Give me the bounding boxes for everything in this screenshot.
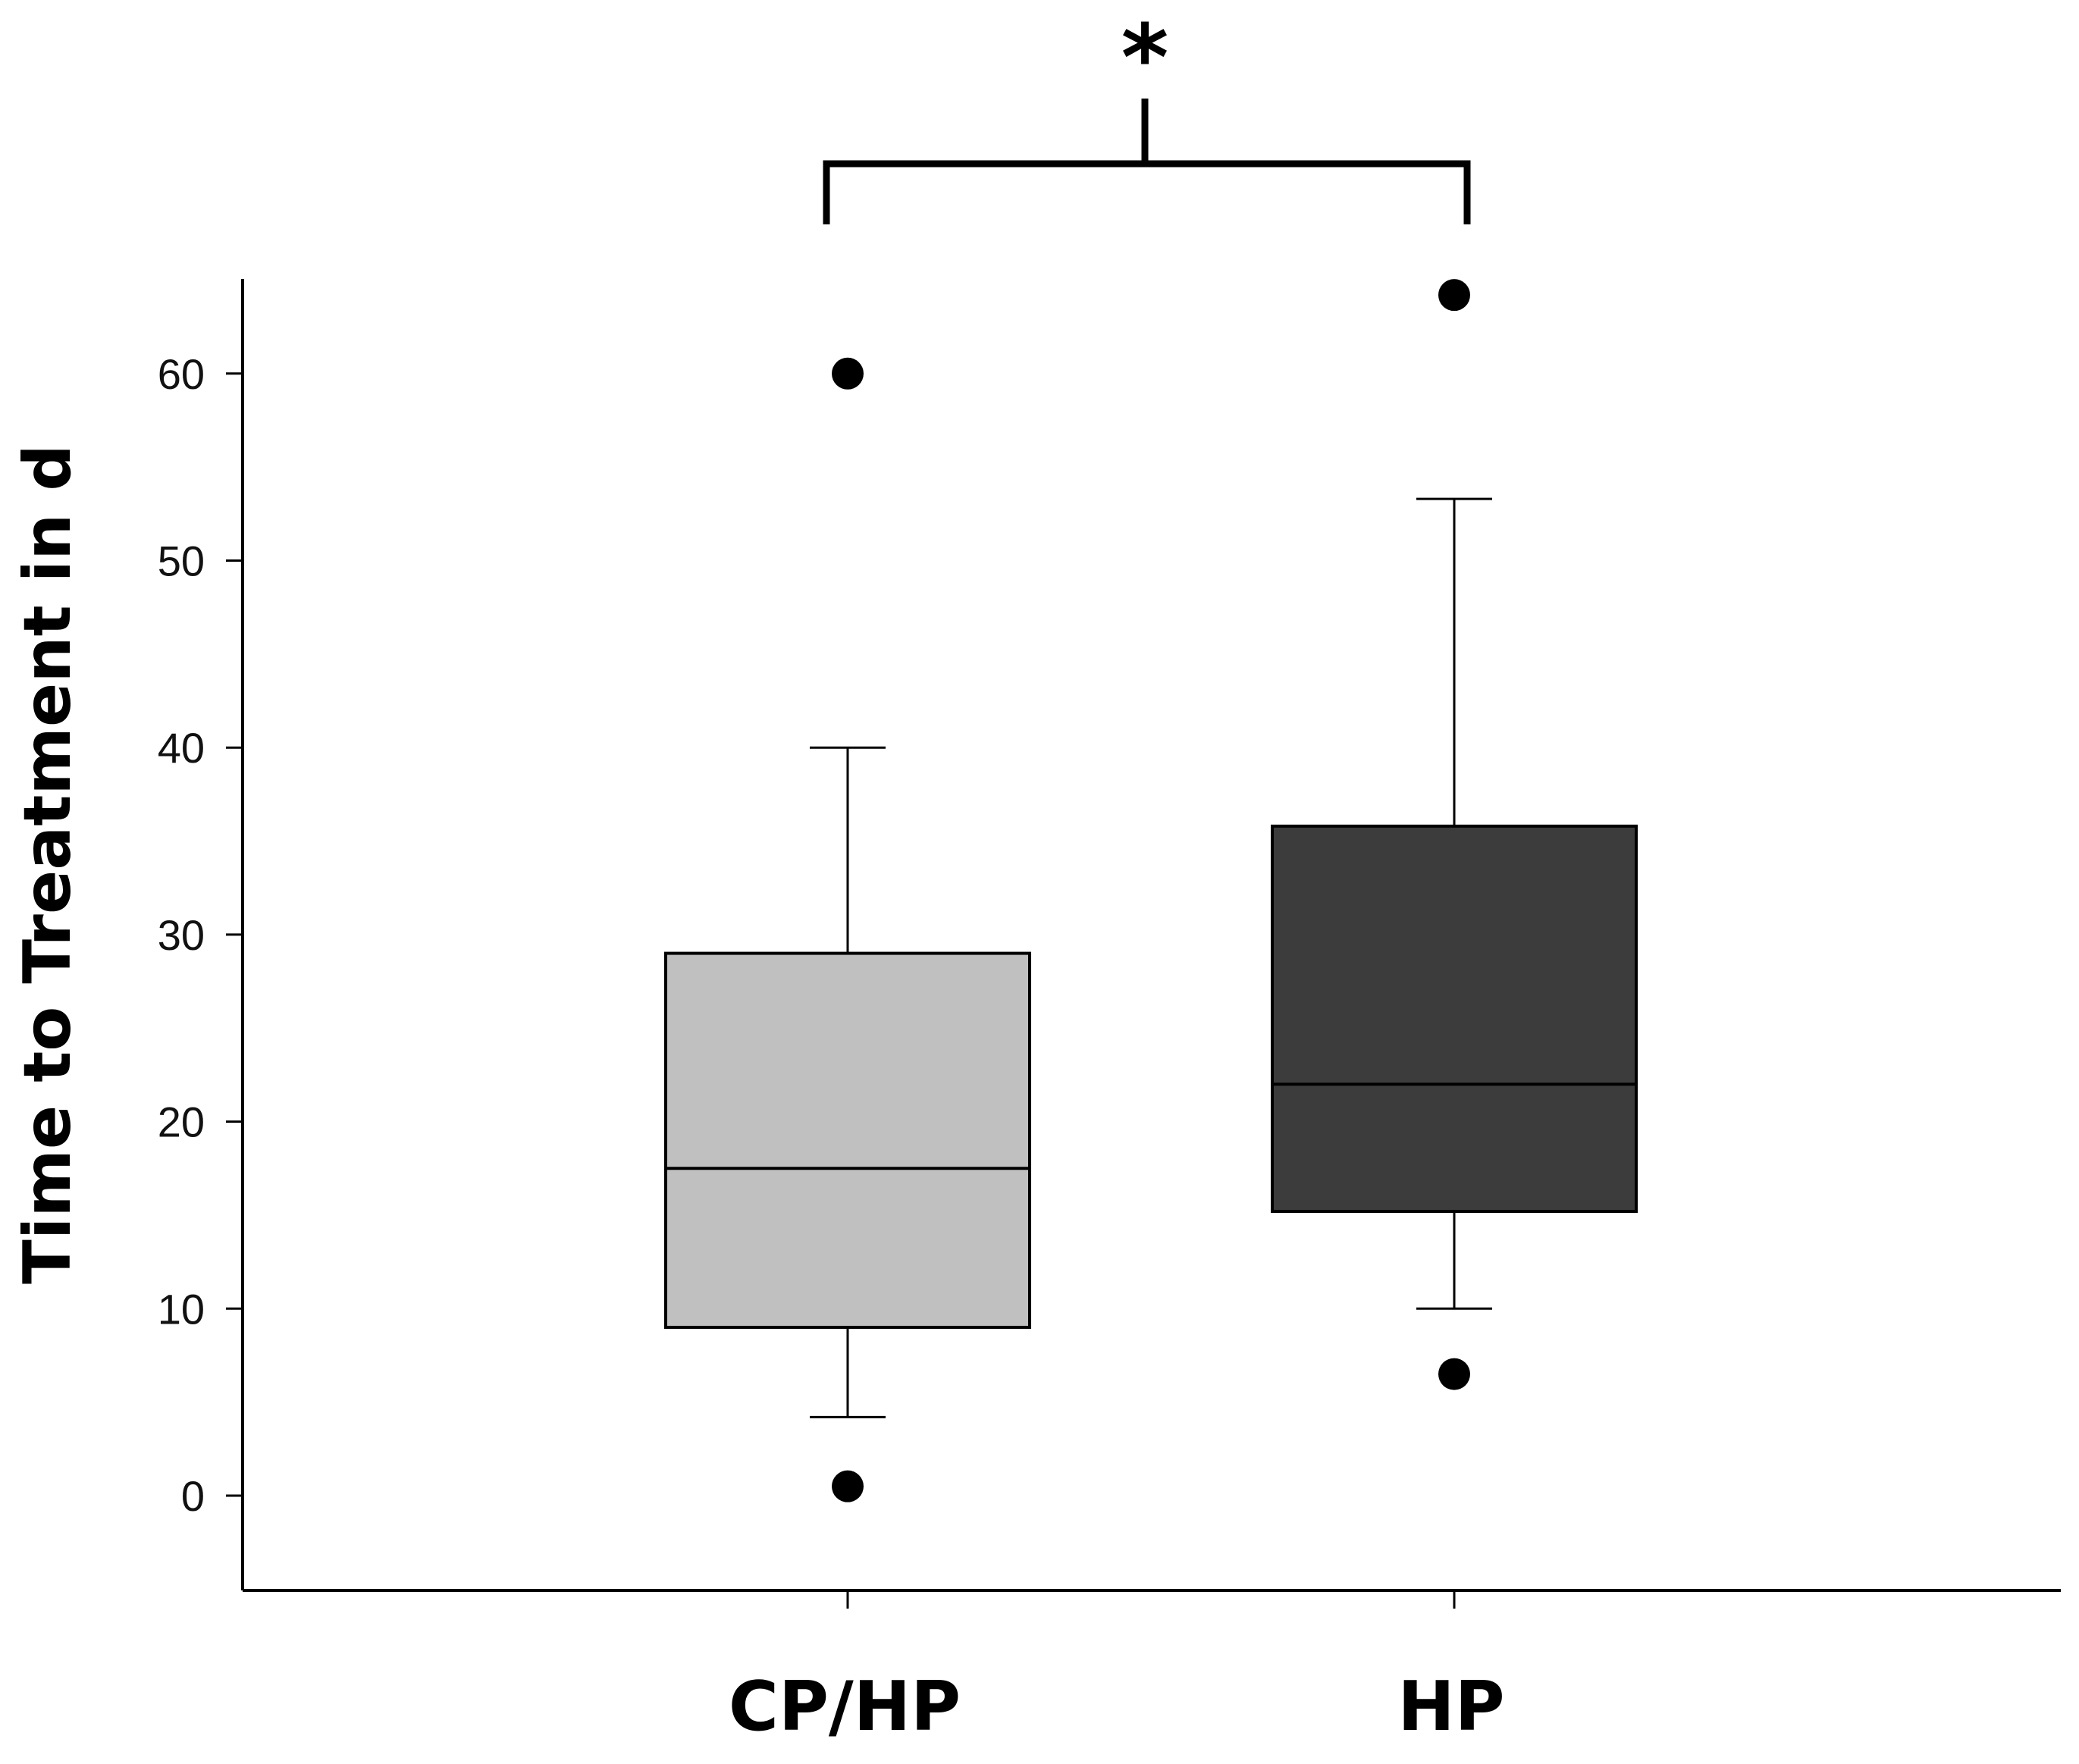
significance-bracket	[823, 160, 1471, 224]
outlier-point	[832, 1470, 864, 1502]
x-category-label: CP/HP	[729, 1667, 961, 1747]
y-tick-label: 40	[158, 724, 205, 772]
outlier-point	[1438, 1358, 1470, 1390]
y-tick-label: 10	[158, 1285, 205, 1333]
y-tick-label: 20	[158, 1098, 205, 1146]
y-tick-label: 30	[158, 911, 205, 959]
y-tick-label: 60	[158, 350, 205, 398]
y-tick-label: 50	[158, 537, 205, 585]
boxes-layer	[664, 279, 1638, 1502]
outlier-point	[832, 357, 864, 390]
box-group	[664, 357, 1031, 1502]
y-axis-title: Time to Treatment in d	[10, 444, 86, 1284]
iqr-box	[664, 951, 1031, 1329]
y-tick-label: 0	[181, 1472, 205, 1520]
x-category-label: HP	[1397, 1667, 1504, 1747]
box-group	[1271, 279, 1638, 1390]
axes: 0 10 20 30 40 50 60 CP/HP HP	[158, 279, 2061, 1747]
significance-star: *	[1121, 6, 1169, 111]
iqr-box	[1271, 824, 1638, 1214]
significance-bracket-group: *	[823, 6, 1471, 224]
outlier-point	[1438, 279, 1470, 312]
